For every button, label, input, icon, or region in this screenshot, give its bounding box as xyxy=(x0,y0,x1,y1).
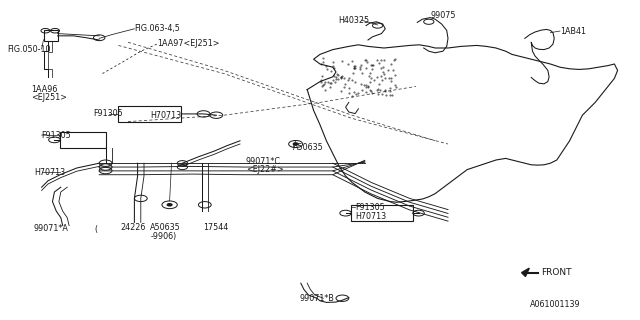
Text: 1AA96: 1AA96 xyxy=(31,85,57,94)
Text: <EJ22#>: <EJ22#> xyxy=(246,165,284,174)
Text: FIG.050-10: FIG.050-10 xyxy=(8,45,51,54)
Text: <EJ251>: <EJ251> xyxy=(31,93,67,102)
Text: H70713: H70713 xyxy=(150,111,182,120)
Text: FIG.063-4,5: FIG.063-4,5 xyxy=(134,24,180,33)
Text: 99071*B: 99071*B xyxy=(300,294,334,303)
Text: 17544: 17544 xyxy=(204,223,228,232)
Text: F91305: F91305 xyxy=(93,109,122,118)
Text: H70713: H70713 xyxy=(355,212,387,221)
Text: A061001139: A061001139 xyxy=(530,300,580,309)
Text: F91305: F91305 xyxy=(355,204,385,212)
Text: A50635: A50635 xyxy=(150,223,181,232)
Text: H40325: H40325 xyxy=(338,16,369,25)
Text: F91305: F91305 xyxy=(42,132,71,140)
Text: H70713: H70713 xyxy=(34,168,65,177)
Text: 99071*A: 99071*A xyxy=(34,224,68,233)
Text: -9906): -9906) xyxy=(150,232,177,241)
Circle shape xyxy=(293,143,298,145)
Text: 1AA97<EJ251>: 1AA97<EJ251> xyxy=(157,39,220,48)
Text: (: ( xyxy=(95,225,98,234)
Text: 1AB41: 1AB41 xyxy=(560,27,586,36)
Text: A50635: A50635 xyxy=(292,143,323,152)
Text: 99075: 99075 xyxy=(430,11,456,20)
Text: FRONT: FRONT xyxy=(541,268,572,277)
Polygon shape xyxy=(522,268,529,276)
Text: 99071*C: 99071*C xyxy=(246,157,281,166)
Circle shape xyxy=(167,204,172,206)
Text: 24226: 24226 xyxy=(120,223,146,232)
